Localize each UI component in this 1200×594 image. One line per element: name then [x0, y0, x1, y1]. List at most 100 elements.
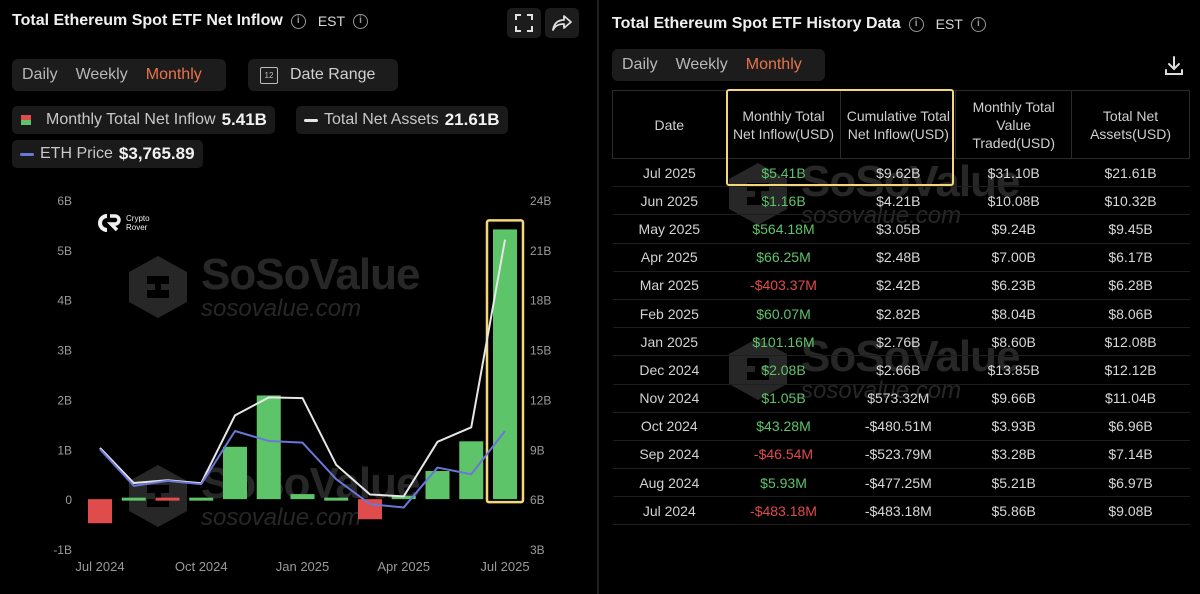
table-row: Apr 2025 $66.25M $2.48B $7.00B $6.17B [612, 243, 1190, 272]
net-inflow-bar [223, 446, 247, 500]
cell-value-traded: $13.85B [955, 355, 1072, 385]
y-left-tick-label: 3B [57, 344, 72, 358]
cell-date: Jul 2025 [612, 158, 727, 188]
col-cumulative-inflow[interactable]: Cumulative Total Net Inflow(USD) [840, 90, 957, 159]
badge-line-1: Crypto [126, 214, 150, 223]
col-net-assets[interactable]: Total Net Assets(USD) [1071, 90, 1190, 159]
net-inflow-bar [391, 495, 416, 500]
net-inflow-bar [121, 497, 146, 501]
legend-eth-price[interactable]: ETH Price $3,765.89 [12, 140, 203, 168]
cell-cumulative-inflow: $2.66B [840, 355, 956, 385]
cell-value-traded: $3.28B [955, 440, 1072, 470]
cell-date: May 2025 [612, 214, 727, 244]
chart-title: Total Ethereum Spot ETF Net Inflow [12, 12, 283, 29]
cell-cumulative-inflow: $573.32M [840, 384, 956, 413]
timezone-info-icon[interactable]: i [353, 13, 369, 29]
tab-daily[interactable]: Daily [22, 66, 58, 83]
history-table: Date Monthly Total Net Inflow(USD) Cumul… [612, 90, 1190, 526]
net-inflow-bar [493, 229, 517, 500]
cell-cumulative-inflow: -$480.51M [840, 412, 956, 441]
left-interval-tabs: Daily Weekly Monthly [12, 59, 226, 91]
x-tick-label: Apr 2025 [377, 559, 430, 574]
cell-cumulative-inflow: -$523.79M [840, 440, 956, 470]
cell-value-traded: $8.60B [955, 327, 1072, 357]
y-left-tick-label: 0 [65, 493, 72, 507]
cell-date: Feb 2025 [612, 299, 727, 329]
legend-net-assets-value: 21.61B [444, 110, 500, 129]
cell-cumulative-inflow: -$477.25M [840, 468, 956, 498]
cell-value-traded: $31.10B [955, 158, 1072, 188]
legend-net-inflow-label: Monthly Total Net Inflow [46, 111, 216, 128]
highlight-box [485, 219, 525, 504]
table-row: Mar 2025 -$403.37M $2.42B $6.23B $6.28B [612, 271, 1190, 300]
tab-monthly[interactable]: Monthly [745, 56, 802, 73]
cell-net-assets: $9.45B [1071, 214, 1190, 244]
right-title-row: Total Ethereum Spot ETF History Data i E… [612, 15, 986, 33]
blue-line-legend-icon [20, 152, 34, 156]
table-row: Jun 2025 $1.16B $4.21B $10.08B $10.32B [612, 186, 1190, 216]
net-inflow-bar [358, 499, 382, 520]
net-inflow-chart[interactable]: -1B 0 1B 2B 3B 4B 5B 6B 3B 6B 9B 12B 15B 18B 21B 24B Jul… [0, 185, 596, 585]
table-title: Total Ethereum Spot ETF History Data [612, 15, 901, 32]
cell-monthly-inflow: -$46.54M [726, 440, 841, 470]
tab-weekly[interactable]: Weekly [75, 66, 128, 83]
net-inflow-bar [290, 494, 315, 500]
net-inflow-bar [425, 471, 450, 500]
col-value-traded[interactable]: Monthly Total Value Traded(USD) [955, 90, 1073, 159]
y-right-tick-label: 9B [530, 443, 545, 457]
col-monthly-inflow[interactable]: Monthly Total Net Inflow(USD) [725, 90, 842, 159]
legend-net-inflow[interactable]: Monthly Total Net Inflow 5.41B [12, 106, 275, 134]
tab-weekly[interactable]: Weekly [675, 56, 728, 73]
cell-cumulative-inflow: -$483.18M [840, 496, 956, 526]
fullscreen-button[interactable] [507, 8, 541, 38]
x-tick-label: Oct 2024 [175, 559, 228, 574]
timezone-label: EST [935, 16, 963, 32]
table-row: Aug 2024 $5.93M -$477.25M $5.21B $6.97B [612, 468, 1190, 498]
net-inflow-bar [459, 441, 484, 500]
net-inflow-bar [324, 497, 349, 501]
cell-cumulative-inflow: $2.82B [840, 299, 956, 329]
cell-net-assets: $6.28B [1071, 271, 1190, 300]
cell-net-assets: $9.08B [1071, 496, 1190, 526]
share-button[interactable] [545, 8, 579, 38]
cell-cumulative-inflow: $2.76B [840, 327, 956, 357]
crypto-rover-logo-icon [98, 214, 121, 232]
tab-daily[interactable]: Daily [622, 56, 658, 73]
y-left-tick-label: 1B [57, 443, 72, 457]
net-inflow-bar [189, 497, 214, 501]
cell-value-traded: $8.04B [955, 299, 1072, 329]
date-range-button[interactable]: 12 Date Range [248, 59, 398, 91]
y-left-tick-label: -1B [53, 543, 72, 557]
cell-monthly-inflow: $101.16M [726, 327, 841, 357]
cell-monthly-inflow: $5.41B [726, 158, 841, 188]
info-icon[interactable]: i [908, 16, 924, 32]
cell-date: Jan 2025 [612, 327, 727, 357]
cell-monthly-inflow: $1.16B [726, 186, 841, 216]
download-icon[interactable] [1162, 54, 1186, 78]
info-icon[interactable]: i [290, 13, 306, 29]
tab-monthly[interactable]: Monthly [145, 66, 202, 83]
table-row: Oct 2024 $43.28M -$480.51M $3.93B $6.96B [612, 412, 1190, 441]
cell-net-assets: $8.06B [1071, 299, 1190, 329]
y-right-tick-label: 21B [530, 244, 551, 258]
y-left-tick-label: 4B [57, 294, 72, 308]
y-right-tick-label: 24B [530, 194, 551, 208]
cell-monthly-inflow: $564.18M [726, 214, 841, 244]
timezone-info-icon[interactable]: i [970, 16, 986, 32]
panel-divider [597, 0, 599, 594]
cell-monthly-inflow: $66.25M [726, 243, 841, 272]
legend-net-assets[interactable]: Total Net Assets 21.61B [296, 106, 508, 134]
table-row: Jan 2025 $101.16M $2.76B $8.60B $12.08B [612, 327, 1190, 357]
bar-legend-icon [21, 115, 31, 125]
cell-net-assets: $6.17B [1071, 243, 1190, 272]
net-assets-line [99, 239, 506, 498]
cell-value-traded: $9.24B [955, 214, 1072, 244]
cell-cumulative-inflow: $4.21B [840, 186, 956, 216]
table-row: Sep 2024 -$46.54M -$523.79M $3.28B $7.14B [612, 440, 1190, 470]
cell-date: Nov 2024 [612, 384, 727, 413]
col-date[interactable]: Date [612, 90, 727, 159]
y-left-tick-label: 6B [57, 194, 72, 208]
cell-date: Apr 2025 [612, 243, 727, 272]
cell-net-assets: $12.08B [1071, 327, 1190, 357]
cell-value-traded: $5.21B [955, 468, 1072, 498]
